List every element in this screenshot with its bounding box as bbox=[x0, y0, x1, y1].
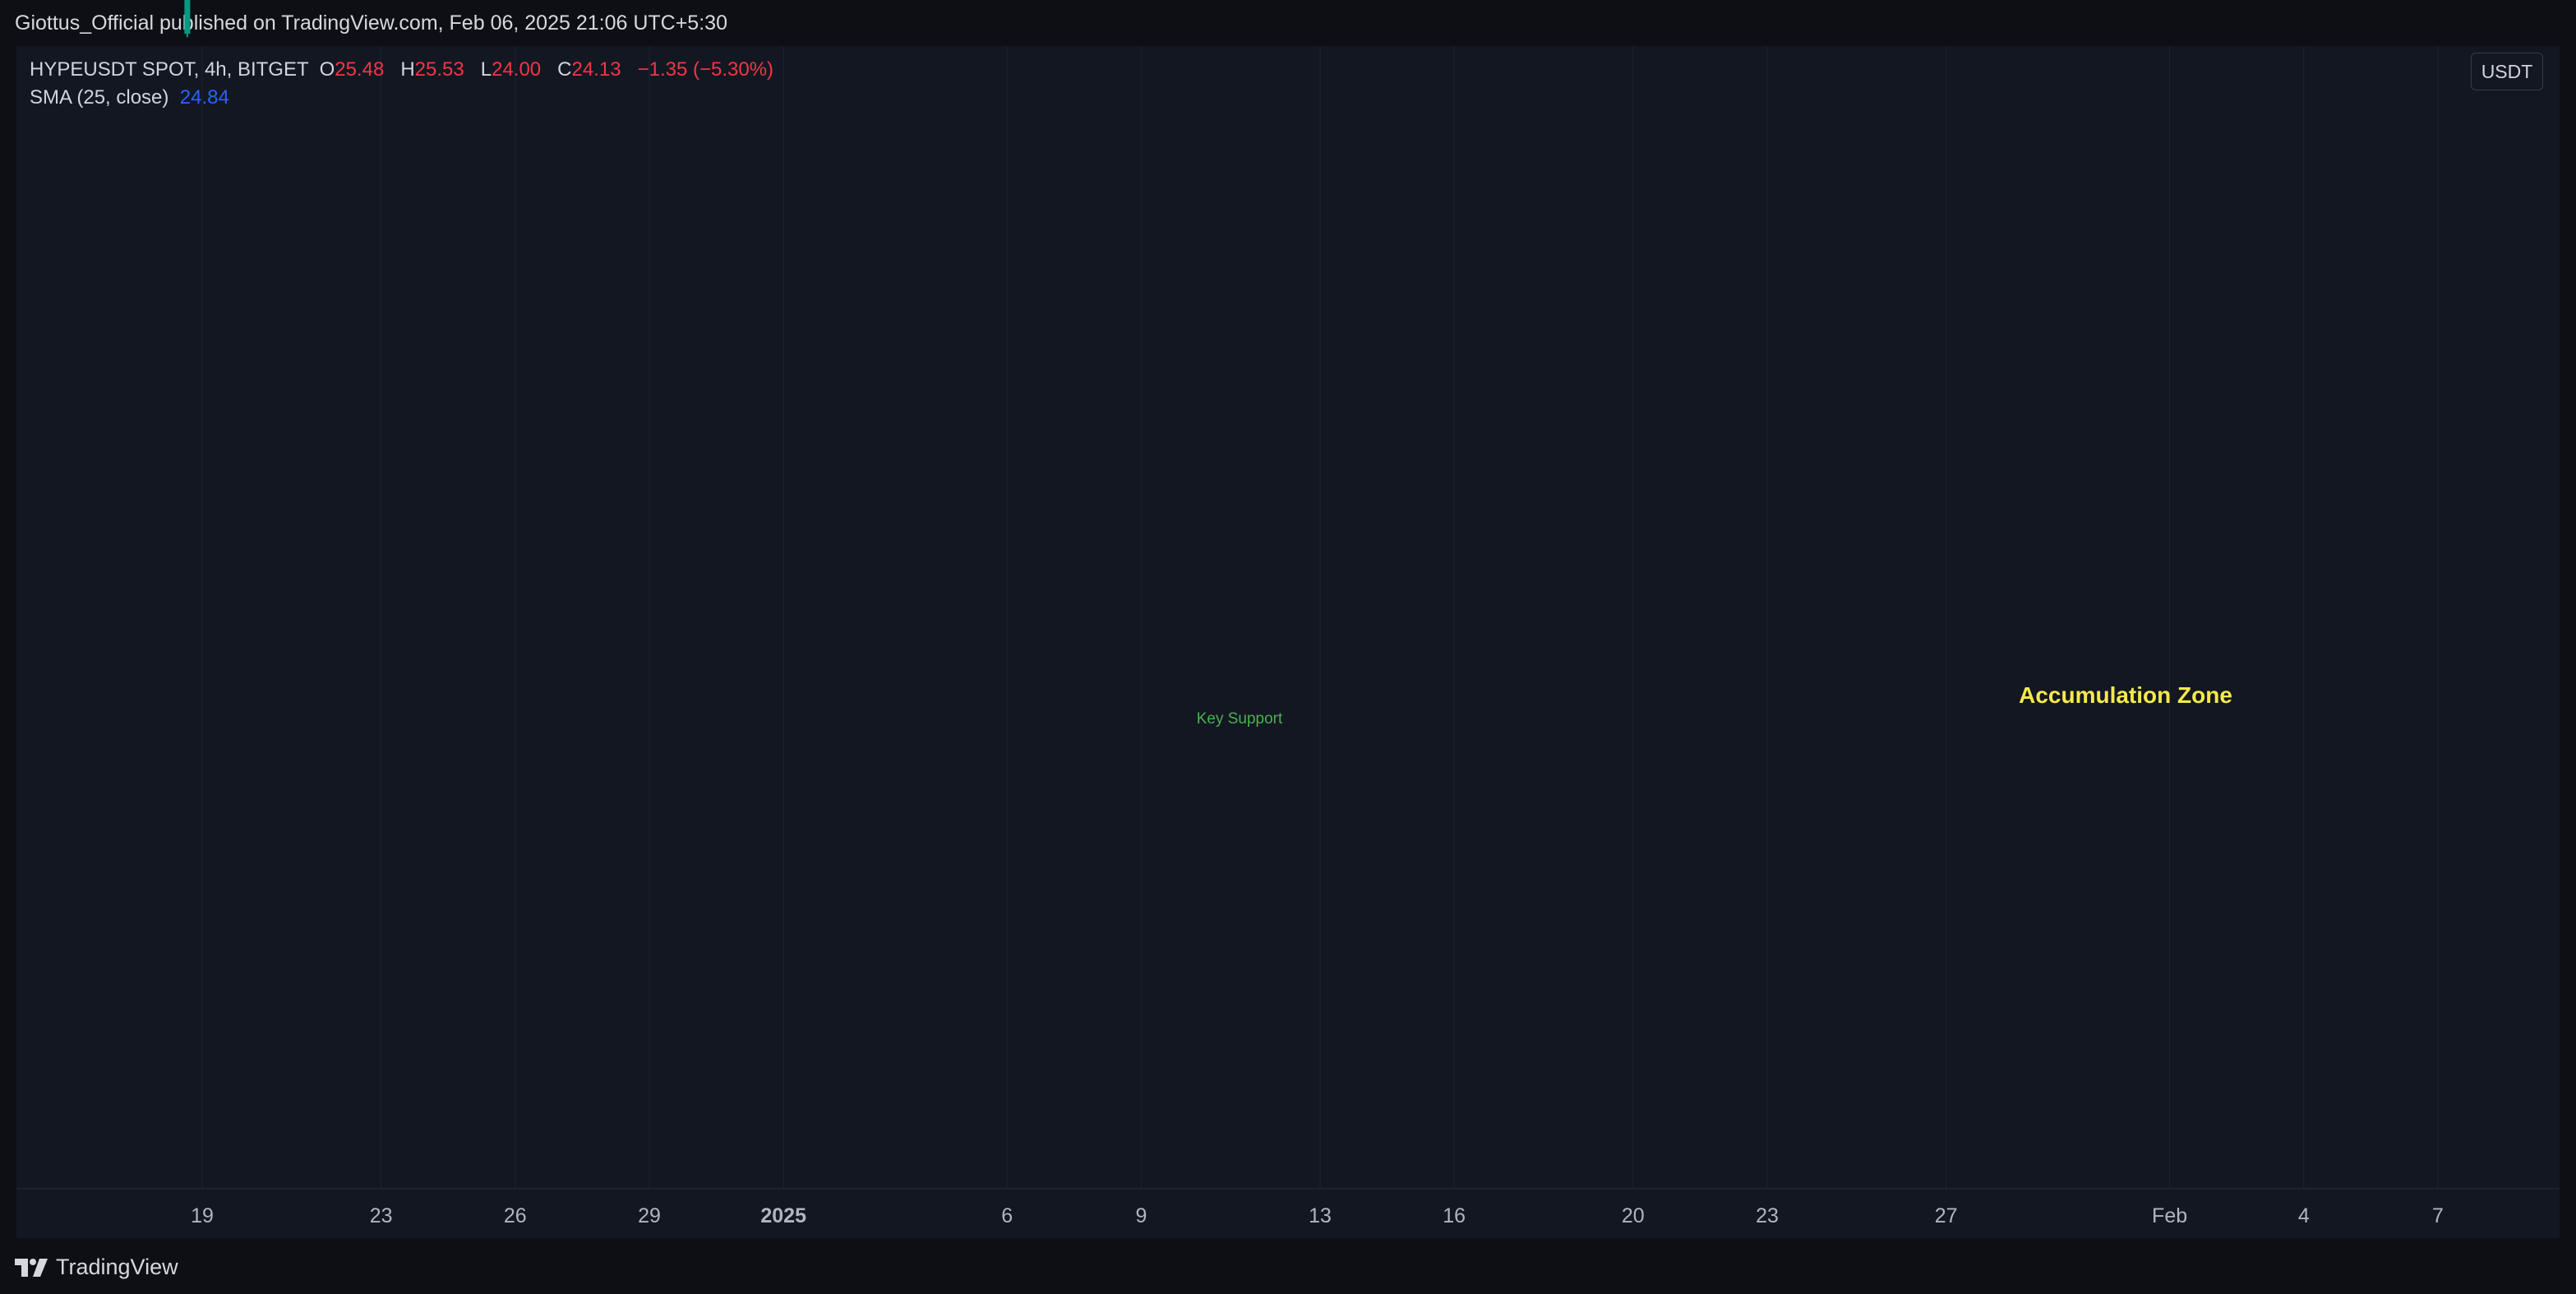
publish-bar: Giottus_Official published on TradingVie… bbox=[0, 0, 2576, 46]
low-value: 24.00 bbox=[492, 58, 542, 81]
time-tick-label: 29 bbox=[638, 1204, 661, 1227]
candlestick-series bbox=[184, 0, 191, 38]
time-tick-label: 7 bbox=[2432, 1204, 2444, 1227]
open-value: 25.48 bbox=[335, 58, 385, 81]
close-value: 24.13 bbox=[571, 58, 621, 81]
time-tick-label: 9 bbox=[1135, 1204, 1147, 1227]
sma-label: SMA (25, close) bbox=[30, 86, 169, 109]
time-tick-label: 23 bbox=[370, 1204, 393, 1227]
time-tick-label: 13 bbox=[1309, 1204, 1332, 1227]
tradingview-wordmark: TradingView bbox=[56, 1255, 178, 1279]
candle-body bbox=[184, 0, 191, 35]
time-tick-label: 4 bbox=[2298, 1204, 2310, 1227]
time-tick-label: 23 bbox=[1756, 1204, 1779, 1227]
change-value: −1.35 (−5.30%) bbox=[637, 58, 774, 81]
currency-button[interactable]: USDT bbox=[2471, 53, 2543, 90]
accumulation-zone-label: Accumulation Zone bbox=[2019, 682, 2232, 708]
time-tick-label: 16 bbox=[1443, 1204, 1466, 1227]
published-by-text: Giottus_Official published on TradingVie… bbox=[15, 12, 727, 35]
sma-value: 24.84 bbox=[179, 86, 229, 109]
time-tick-label: 26 bbox=[504, 1204, 527, 1227]
time-tick-label: 6 bbox=[1001, 1204, 1013, 1227]
tradingview-logo[interactable]: TradingView bbox=[15, 1255, 178, 1280]
price-axis-bg bbox=[2454, 46, 2560, 1189]
chart-legend: HYPEUSDT SPOT, 4h, BITGET O25.48 H25.53 … bbox=[30, 58, 774, 109]
symbol-info: HYPEUSDT SPOT, 4h, BITGET bbox=[30, 58, 309, 81]
time-tick-label: 27 bbox=[1935, 1204, 1958, 1227]
chart-pane[interactable] bbox=[16, 46, 2560, 1238]
zone-inner-label: Key Support bbox=[1197, 710, 1283, 728]
grid-lines bbox=[201, 46, 2439, 1189]
time-tick-label: 20 bbox=[1622, 1204, 1645, 1227]
candle bbox=[184, 0, 191, 38]
level-labels: ATHKey ResistanceLocal TopLocal BottomKe… bbox=[1197, 682, 2232, 728]
tradingview-icon bbox=[15, 1258, 48, 1277]
time-tick-label: 2025 bbox=[760, 1204, 806, 1227]
time-tick-label: Feb bbox=[2152, 1204, 2187, 1227]
time-axis: 19 23 26 29 2025 6 9 13 16 20 23 27 Feb 4 7 bbox=[191, 1204, 2444, 1227]
high-value: 25.53 bbox=[414, 58, 464, 81]
time-tick-label: 19 bbox=[191, 1204, 214, 1227]
footer bbox=[0, 1238, 2576, 1294]
